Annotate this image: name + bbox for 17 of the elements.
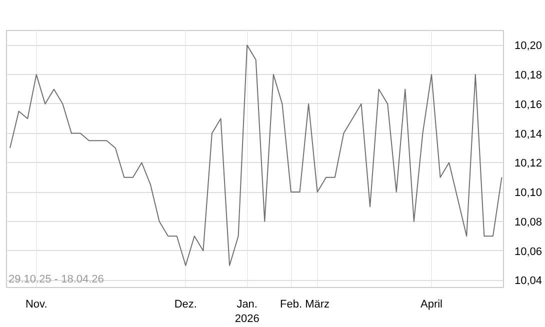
annotation: 29.10.25 - 18.04.26 (8, 274, 104, 286)
y-tick-label: 10,12 (514, 158, 542, 170)
x-tick-label: Feb. (280, 298, 302, 310)
y-tick-label: 10,08 (514, 216, 542, 228)
y-tick-label: 10,10 (514, 187, 542, 200)
y-tick-label: 10,20 (514, 40, 542, 52)
x-tick-label: Nov. (25, 298, 48, 310)
y-tick-label: 10,04 (514, 275, 542, 288)
y-tick-label: 10,14 (514, 128, 542, 140)
line-series (10, 44, 502, 266)
x-tick-label: Dez. (174, 298, 197, 310)
y-tick-label: 10,16 (514, 98, 542, 111)
x-tick-label: März (305, 298, 330, 310)
x-tick-label: April (420, 298, 443, 310)
y-tick-label: 10,06 (514, 246, 542, 258)
x-tick-label: Jan. 2026 (234, 298, 260, 325)
y-tick-label: 10,18 (514, 70, 542, 82)
